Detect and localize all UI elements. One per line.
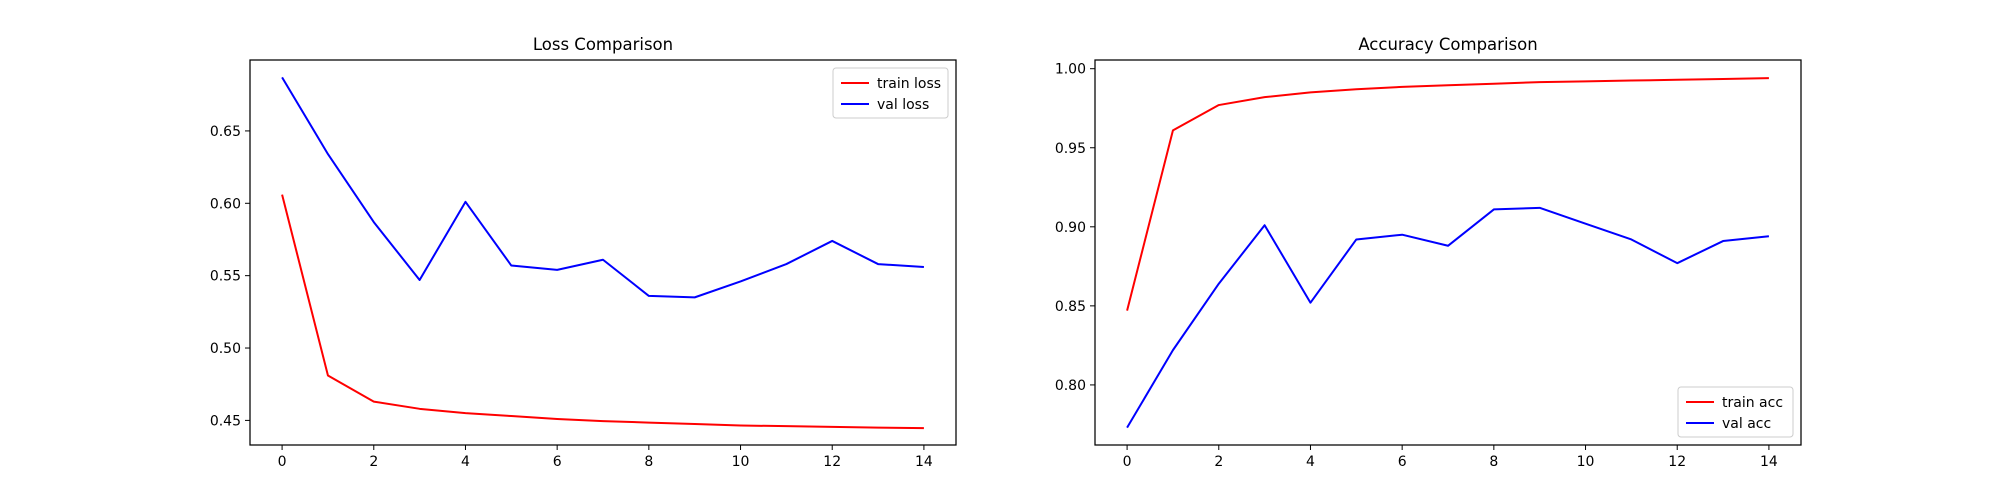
series-line-val-acc bbox=[1126, 206, 1770, 429]
legend-box bbox=[832, 67, 949, 119]
x-tick-label: 4 bbox=[461, 454, 470, 470]
legend-box bbox=[1677, 386, 1794, 438]
legend-label: val loss bbox=[877, 97, 929, 113]
x-tick-label: 2 bbox=[369, 454, 378, 470]
legend-label: train acc bbox=[1722, 395, 1783, 411]
x-tick-label: 12 bbox=[1668, 454, 1686, 470]
x-tick-label: 0 bbox=[278, 454, 287, 470]
y-tick-label: 0.65 bbox=[210, 124, 241, 140]
x-tick-label: 0 bbox=[1123, 454, 1132, 470]
y-tick-label: 1.00 bbox=[1055, 62, 1086, 78]
chart-title: Accuracy Comparison bbox=[1358, 35, 1537, 54]
chart-title: Loss Comparison bbox=[533, 35, 673, 54]
x-tick-label: 8 bbox=[644, 454, 653, 470]
loss-chart: Loss Comparison 0 2 4 6 8 10 12 14 0.45 0.50 0.55 0.… bbox=[210, 35, 957, 470]
accuracy-chart: Accuracy Comparison 0 2 4 6 8 10 12 14 0.80 0.85 0.… bbox=[1055, 35, 1802, 470]
legend: train acc val acc bbox=[1677, 386, 1794, 438]
x-tick-label: 6 bbox=[1398, 454, 1407, 470]
y-tick-label: 0.90 bbox=[1055, 220, 1086, 236]
legend-label: train loss bbox=[877, 76, 941, 92]
plot-frame bbox=[249, 59, 957, 446]
x-tick-label: 14 bbox=[1760, 454, 1778, 470]
x-tick-label: 14 bbox=[915, 454, 933, 470]
x-tick-label: 4 bbox=[1306, 454, 1315, 470]
x-tick-label: 8 bbox=[1489, 454, 1498, 470]
series-line-val-loss bbox=[281, 76, 924, 299]
y-tick-label: 0.55 bbox=[210, 269, 241, 285]
y-tick-label: 0.50 bbox=[210, 341, 241, 357]
plot-frame bbox=[1094, 59, 1802, 446]
y-tick-label: 0.95 bbox=[1055, 141, 1086, 157]
x-tick-label: 6 bbox=[553, 454, 562, 470]
x-tick-label: 10 bbox=[1577, 454, 1595, 470]
legend: train loss val loss bbox=[832, 67, 949, 119]
x-tick-label: 10 bbox=[732, 454, 750, 470]
legend-label: val acc bbox=[1722, 416, 1771, 432]
y-tick-label: 0.60 bbox=[210, 196, 241, 212]
y-tick-label: 0.80 bbox=[1055, 378, 1086, 394]
y-tick-label: 0.85 bbox=[1055, 299, 1086, 315]
y-tick-label: 0.45 bbox=[210, 413, 241, 429]
x-tick-label: 12 bbox=[823, 454, 841, 470]
series-line-train-loss bbox=[281, 194, 924, 430]
series-line-train-acc bbox=[1126, 77, 1769, 311]
x-tick-label: 2 bbox=[1214, 454, 1223, 470]
